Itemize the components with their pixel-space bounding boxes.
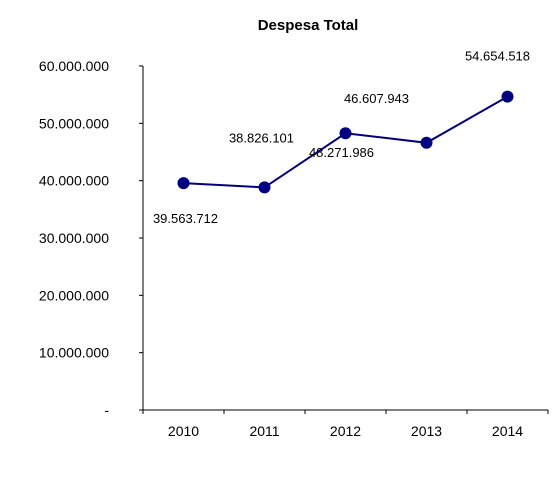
y-tick-label: - [104,402,109,418]
x-axis-ticks: 2010 2011 2012 2013 2014 [142,410,549,439]
y-tick-label: 30.000.000 [39,230,109,246]
data-label: 39.563.712 [153,211,218,226]
data-point [258,181,271,194]
data-label: 38.826.101 [229,130,294,145]
series-line-group [177,90,514,194]
data-point [339,127,352,140]
x-tick-label: 2010 [168,423,199,439]
x-tick-label: 2011 [249,423,279,439]
y-tick-label: 50.000.000 [39,115,109,131]
data-point [501,90,514,103]
data-label: 48.271.986 [309,145,374,160]
data-point [420,136,433,149]
y-tick-label: 20.000.000 [39,287,109,303]
y-tick-label: 60.000.000 [39,58,109,74]
y-tick-label: 40.000.000 [39,173,109,189]
y-axis-ticks: - 10.000.000 20.000.000 30.000.000 40.000.00… [39,58,143,418]
x-tick-label: 2014 [492,423,523,439]
chart-title: Despesa Total [258,17,359,34]
data-label: 54.654.518 [465,49,530,64]
axes [142,66,548,411]
data-label: 46.607.943 [344,91,409,106]
data-point [177,177,190,190]
data-labels-group: 39.563.712 38.826.101 48.271.986 46.607.943… [153,49,530,227]
x-tick-label: 2013 [411,423,442,439]
y-tick-label: 10.000.000 [39,345,109,361]
x-tick-label: 2012 [330,423,361,439]
